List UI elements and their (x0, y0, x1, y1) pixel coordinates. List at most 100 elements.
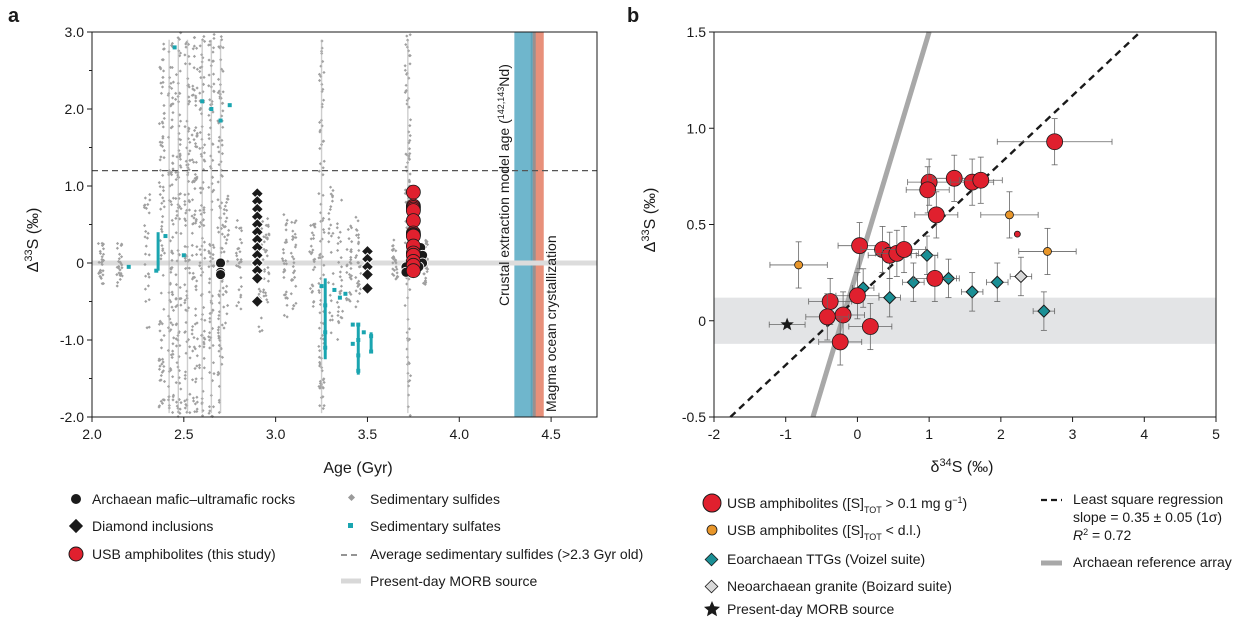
sulfide-point (349, 257, 353, 262)
sulfide-point (392, 268, 397, 273)
sulfide-point (162, 379, 167, 384)
sulfide-point (178, 157, 183, 161)
sulfide-point (354, 305, 358, 309)
sulfide-point (239, 293, 243, 297)
sulfide-point (235, 257, 240, 262)
sulfide-point (335, 226, 339, 230)
x-tick-label-b: 3 (1069, 426, 1077, 442)
sulfide-point (162, 149, 166, 153)
sulfate-point (154, 268, 159, 273)
sulfide-point (183, 406, 187, 410)
magma-ocean-label: Magma ocean crystallization (543, 235, 559, 412)
sulfide-point (220, 152, 225, 156)
sulfide-point (100, 243, 105, 248)
sulfide-point (311, 284, 315, 288)
sulfide-point (144, 299, 148, 304)
sulfide-point (175, 303, 179, 307)
sulfide-point (223, 204, 227, 208)
sulfide-point (211, 253, 215, 257)
sulfide-point (348, 260, 352, 264)
sulfide-point (169, 267, 173, 271)
y-tick-label-b: 1.5 (687, 24, 707, 40)
sulfide-point (337, 305, 341, 309)
sulfide-point (174, 344, 179, 348)
sulfide-point (197, 225, 202, 229)
sulfide-point (117, 266, 121, 270)
sulfide-point (317, 191, 321, 196)
x-tick-label-a: 2.0 (82, 426, 102, 442)
sulfide-point (190, 198, 195, 202)
usb-point-a (405, 263, 421, 279)
sulfide-point (403, 191, 407, 196)
sulfide-point (282, 251, 286, 255)
sulfide-point (337, 235, 341, 240)
sulfide-point (208, 277, 212, 281)
sulfide-point (313, 222, 317, 226)
sulfide-point (292, 303, 296, 308)
sulfide-point (171, 323, 175, 327)
sulfide-point (336, 313, 340, 318)
sulfide-point (355, 228, 359, 233)
sulfide-point (235, 254, 239, 258)
sulfide-point (266, 223, 270, 227)
sulfide-point (118, 260, 122, 264)
sulfide-point (294, 219, 298, 223)
sulfide-point (220, 38, 224, 42)
sulfide-point (208, 346, 212, 350)
chart-a-xlabel: Age (Gyr) (323, 460, 392, 477)
sulfide-point (174, 216, 178, 220)
sulfide-point (224, 219, 228, 224)
sulfide-point (194, 125, 198, 130)
sulfate-point (319, 284, 324, 289)
sulfide-point (317, 290, 322, 295)
sulfide-point (404, 200, 408, 204)
sulfide-point (222, 326, 226, 330)
sulfide-point (157, 181, 161, 185)
sulfide-point (101, 273, 105, 277)
sulfide-point (221, 223, 225, 227)
sulfide-point (191, 349, 195, 353)
sulfide-point (160, 120, 164, 124)
sulfide-point (157, 358, 161, 363)
sulfide-point (207, 338, 212, 342)
sulfide-point (216, 317, 221, 321)
sulfide-point (160, 362, 164, 366)
sulfide-point (217, 334, 221, 338)
sulfide-point (423, 281, 428, 285)
sulfide-point (407, 54, 411, 58)
sulfide-point (143, 235, 147, 239)
sulfide-point (357, 265, 361, 269)
sulfide-point (222, 207, 226, 212)
sulfide-point (216, 198, 220, 202)
sulfide-point (321, 166, 325, 170)
sulfide-point (317, 78, 322, 83)
sulfide-point (408, 413, 412, 418)
sulfide-point (159, 91, 164, 95)
sulfide-point (143, 287, 148, 291)
sulfide-point (356, 261, 360, 265)
sulfide-point (284, 259, 288, 263)
sulfide-point (309, 244, 313, 248)
sulfide-point (174, 323, 178, 327)
sulfide-point (318, 302, 323, 307)
sulfide-point (321, 216, 326, 220)
sulfide-point (329, 223, 333, 227)
sulfide-point (174, 73, 179, 77)
legend-regression-label-3: R2 = 0.72 (1073, 527, 1132, 543)
sulfide-point (161, 196, 165, 200)
sulfide-point (285, 303, 289, 307)
sulfide-point (237, 300, 241, 304)
sulfide-point (183, 193, 187, 197)
sulfide-point (217, 349, 221, 353)
sulfide-point (426, 267, 430, 271)
sulfide-point (203, 318, 207, 322)
sulfide-point (330, 199, 335, 203)
sulfide-point (281, 247, 285, 252)
usb-high-point (927, 206, 945, 224)
sulfide-point (311, 300, 316, 304)
sulfide-point (195, 252, 199, 257)
ttg-point (965, 285, 979, 299)
sulfide-point (293, 221, 297, 225)
sulfide-point (239, 307, 243, 311)
sulfide-point (392, 247, 396, 251)
